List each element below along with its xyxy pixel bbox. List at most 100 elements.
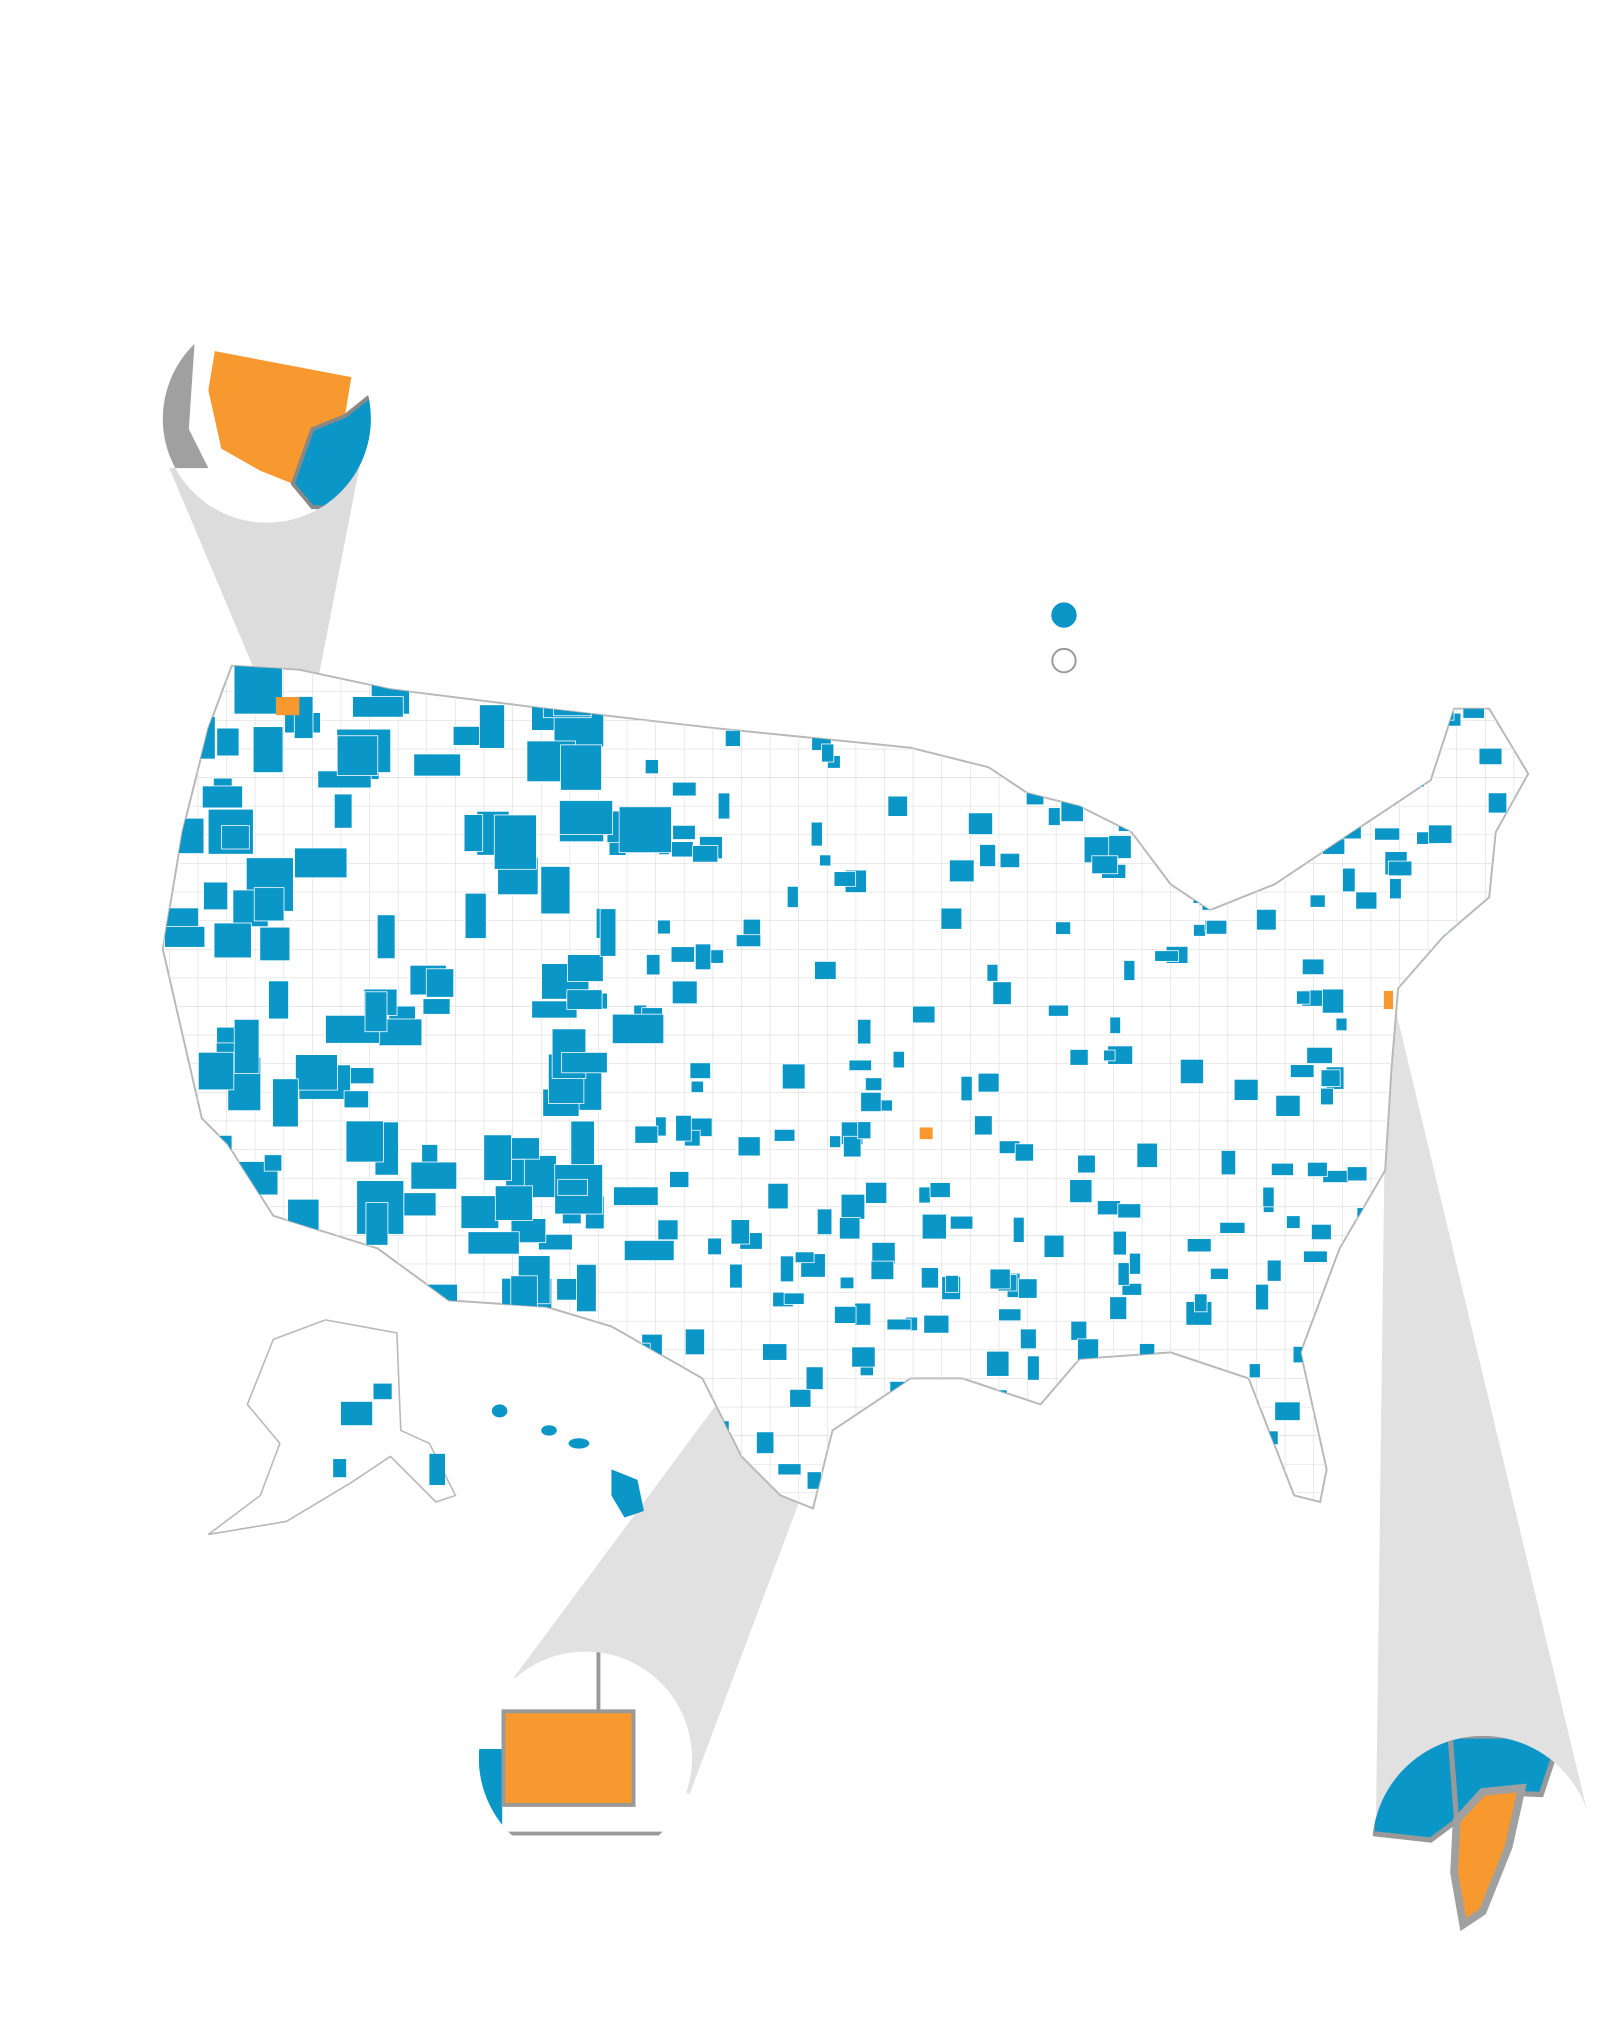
county: [981, 1389, 1008, 1404]
hawaii-island: [541, 1425, 557, 1436]
county: [1002, 1451, 1028, 1477]
county: [1501, 1132, 1518, 1146]
county: [921, 731, 947, 748]
county: [570, 1120, 595, 1166]
county: [818, 1502, 832, 1509]
county: [854, 1465, 877, 1492]
county: [1502, 945, 1517, 965]
county: [1123, 960, 1136, 981]
county: [467, 1231, 520, 1255]
county: [410, 1161, 458, 1190]
county: [777, 1463, 802, 1476]
county: [413, 753, 461, 777]
county: [350, 1487, 376, 1509]
county: [209, 1224, 229, 1259]
county: [997, 1402, 1023, 1424]
county: [968, 812, 993, 835]
county: [364, 991, 388, 1033]
county: [483, 1134, 512, 1181]
county: [1485, 1140, 1508, 1156]
county: [1320, 1087, 1334, 1106]
county: [620, 1362, 644, 1414]
county: [1091, 855, 1119, 875]
county: [1346, 1166, 1368, 1182]
county: [1331, 1422, 1354, 1442]
county: [1193, 924, 1206, 937]
county: [1074, 1491, 1089, 1503]
county: [1256, 908, 1277, 931]
county: [213, 922, 252, 959]
county: [735, 934, 762, 948]
county: [1156, 826, 1168, 840]
county: [294, 847, 348, 879]
county: [1275, 1094, 1301, 1117]
county: [1223, 665, 1250, 677]
highlight-county: [1450, 1783, 1527, 1932]
county: [1136, 1142, 1158, 1168]
county: [1505, 1348, 1520, 1375]
county: [173, 817, 205, 854]
county: [833, 871, 857, 887]
county: [1194, 1293, 1208, 1313]
county: [1345, 783, 1369, 800]
county: [1066, 731, 1087, 757]
county: [847, 670, 871, 684]
county: [816, 1208, 833, 1235]
zoom-circle: [478, 1651, 693, 1865]
county: [1170, 1470, 1194, 1485]
county: [1475, 1264, 1497, 1288]
county: [949, 859, 975, 883]
county: [1024, 1465, 1038, 1482]
county: [672, 781, 697, 797]
county: [1446, 931, 1466, 958]
county: [576, 1263, 597, 1313]
county: [1342, 867, 1356, 893]
county: [1143, 804, 1158, 819]
county: [333, 1459, 347, 1478]
county: [995, 1401, 1009, 1420]
county: [1170, 1382, 1187, 1399]
county: [783, 1292, 805, 1305]
county: [165, 907, 199, 930]
county: [1502, 1452, 1529, 1471]
county: [1447, 1196, 1462, 1213]
county: [1389, 878, 1402, 900]
county: [1247, 1404, 1261, 1429]
county: [1428, 824, 1453, 844]
highlight-county: [1383, 990, 1393, 1010]
county: [623, 1240, 675, 1261]
county: [1128, 1252, 1141, 1275]
county: [196, 1412, 239, 1431]
county: [613, 1186, 659, 1206]
counties: [162, 665, 1529, 1509]
county: [1443, 1145, 1465, 1160]
county: [692, 845, 719, 863]
county: [724, 729, 741, 747]
county: [669, 1171, 690, 1188]
county: [1032, 1442, 1044, 1468]
county: [1424, 683, 1449, 703]
county: [1292, 1346, 1317, 1364]
county: [839, 1276, 855, 1290]
county: [1309, 734, 1326, 756]
county: [203, 881, 229, 911]
county: [1103, 1049, 1116, 1062]
county: [1333, 1350, 1350, 1369]
county: [1172, 737, 1200, 750]
county: [814, 960, 837, 980]
county: [1186, 1238, 1212, 1253]
county: [184, 715, 216, 760]
county: [865, 1077, 883, 1092]
county: [1321, 694, 1346, 719]
county: [478, 1749, 503, 1828]
county: [1020, 1328, 1037, 1350]
county: [781, 1063, 806, 1090]
county: [538, 1378, 579, 1412]
county: [1201, 801, 1219, 823]
county: [259, 926, 291, 962]
county: [1077, 1154, 1096, 1174]
county: [1222, 744, 1249, 766]
county: [1344, 1350, 1359, 1371]
county: [464, 892, 487, 939]
